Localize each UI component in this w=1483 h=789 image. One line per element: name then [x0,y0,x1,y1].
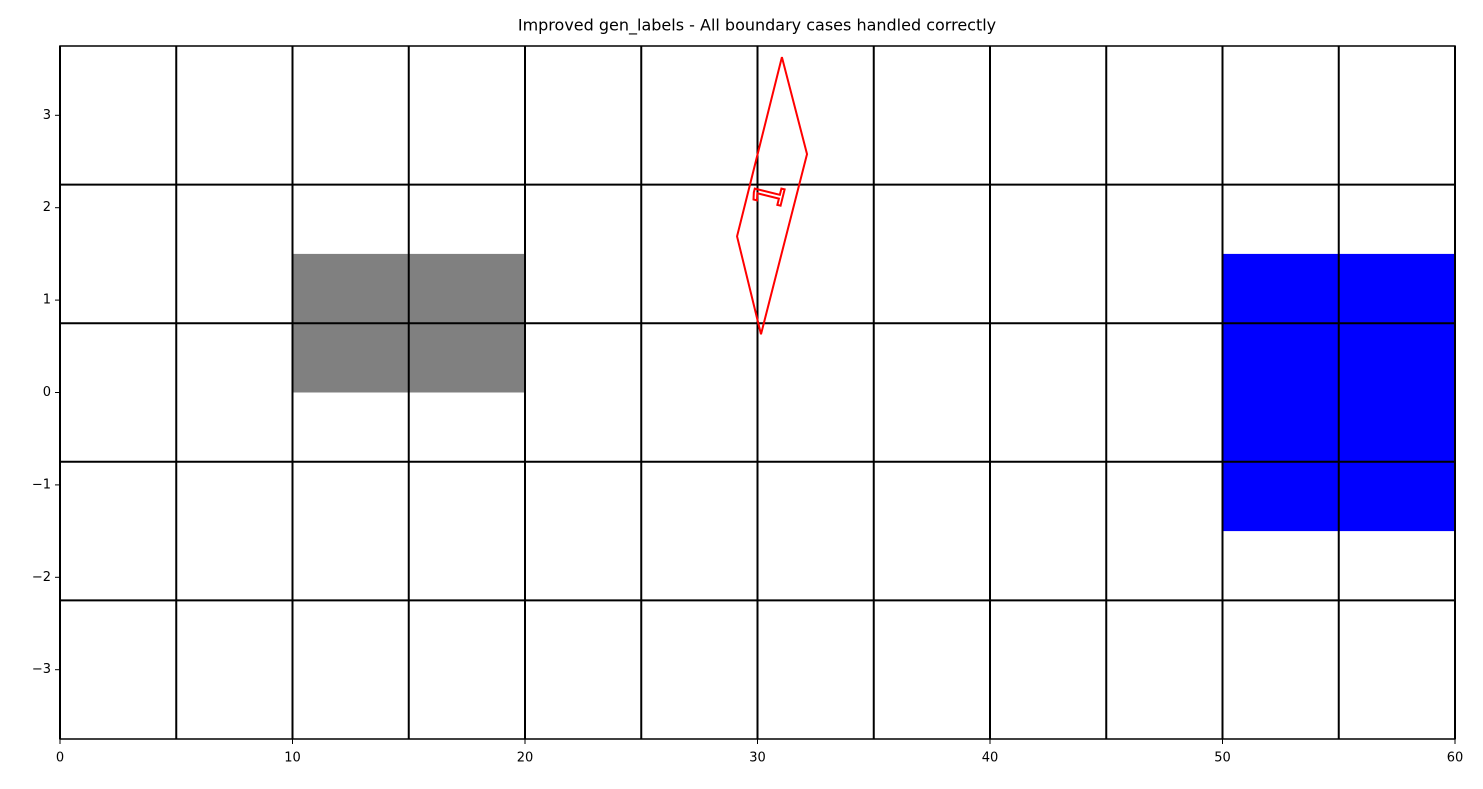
x-tick-label: 50 [1214,751,1231,766]
x-tick-label: 30 [749,751,766,766]
y-tick-label: −1 [32,477,51,492]
x-tick-label: 10 [284,751,301,766]
x-tick-label: 60 [1447,751,1464,766]
y-tick-label: −3 [32,662,51,677]
y-tick-label: 3 [43,108,51,123]
x-tick-label: 0 [56,751,64,766]
shape-label: 1 [744,177,795,213]
y-tick-label: 1 [43,293,51,308]
x-tick-label: 20 [517,751,534,766]
label-box [736,56,809,335]
y-tick-label: −2 [32,570,51,585]
chart-title: Improved gen_labels - All boundary cases… [518,16,996,36]
y-tick-label: 0 [43,385,51,400]
x-tick-label: 40 [982,751,999,766]
y-tick-label: 2 [43,200,51,215]
